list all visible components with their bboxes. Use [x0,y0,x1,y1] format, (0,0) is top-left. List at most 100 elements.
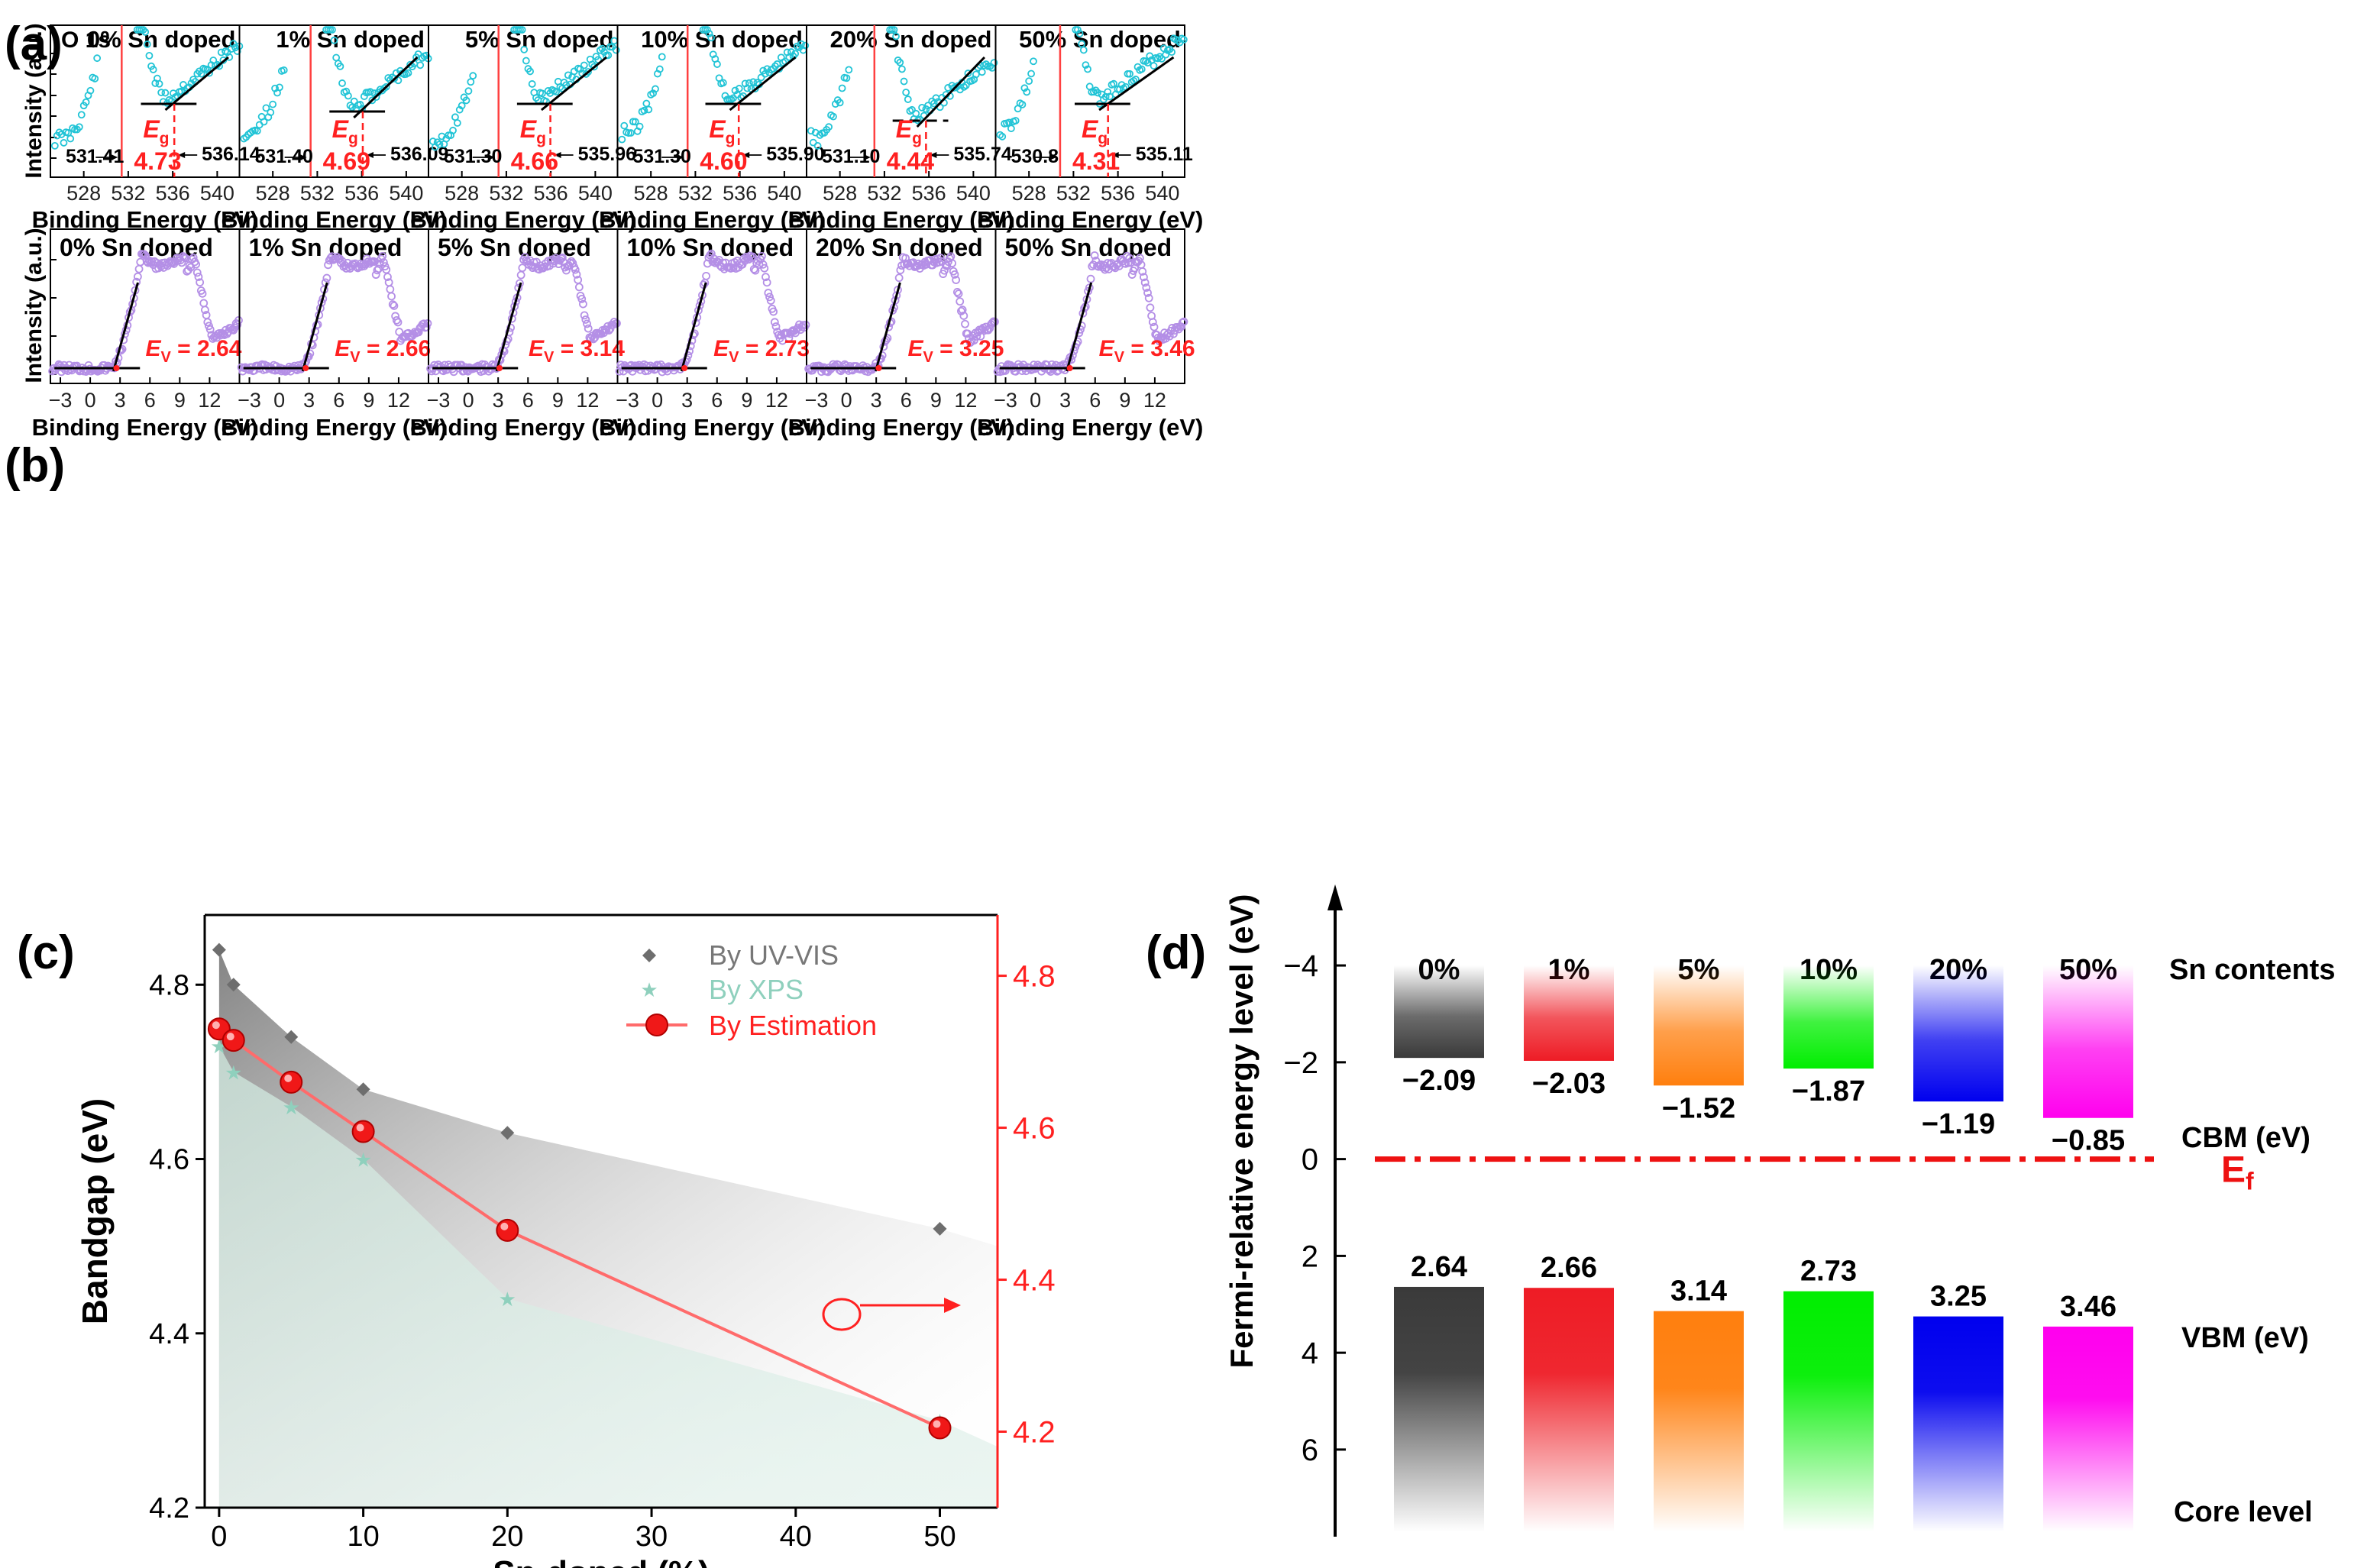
data-point [390,301,399,310]
data-point [393,318,403,327]
left-energy-label: 531.30 [444,146,502,167]
data-point [1007,124,1015,133]
data-point [192,268,202,277]
data-point [950,270,959,279]
data-point [328,26,336,34]
x-tick-label: 9 [552,389,564,412]
data-point [262,104,270,112]
subpanel-title: 0% Sn doped [87,26,236,53]
x-tick-label: 0 [85,389,96,412]
cbm-value: −0.85 [2052,1125,2125,1157]
ev-value: = 3.14 [554,336,625,361]
data-point [581,315,590,324]
eg-value: 4.31 [1072,147,1120,175]
ev-label: EV = 2.73 [713,336,810,366]
data-point [590,63,598,71]
ev-value: = 2.73 [739,336,810,361]
data-point [1027,70,1035,78]
uv-vis-point [356,1082,370,1097]
x-axis-label: Binding Energy (eV) [599,414,825,441]
slope-fit [353,56,419,119]
data-point [825,123,833,131]
xps-point: ★ [354,1149,372,1172]
subpanel-title: 10% Sn doped [641,26,803,53]
data-point [453,119,461,127]
data-point [149,66,157,73]
slope-fit [916,56,986,128]
data-point [606,325,615,333]
estimation-point-highlight [933,1420,941,1428]
data-point [952,276,961,284]
data-point [1162,50,1170,59]
legend-estimation-label: By Estimation [709,1010,877,1041]
data-point [60,139,68,147]
cbm-bar [1524,965,1614,1061]
data-point [952,288,962,296]
data-point [762,273,770,282]
x-tick-label: −3 [616,389,639,412]
vbm-bar [1394,1286,1484,1532]
data-point [613,318,621,328]
x-tick-label: 9 [741,389,752,412]
data-point [577,294,587,303]
data-point [964,70,972,77]
data-point [908,105,916,114]
data-point [1116,86,1124,93]
data-point [203,318,212,327]
data-point [145,51,154,60]
data-point [596,46,604,54]
x-tick-label: 532 [489,182,523,205]
data-point [1137,65,1146,73]
data-point [467,78,475,86]
data-point [91,75,99,82]
x-axis-label: Binding Energy (eV) [32,414,258,441]
data-point [93,54,102,63]
y-tick-label: 0 [1302,1143,1318,1177]
x-tick-label: 12 [198,389,221,412]
right-energy-label: 535.11 [1136,144,1193,165]
x-tick-label: 6 [333,389,344,412]
data-point [894,273,904,283]
subpanel-title: 5% Sn doped [438,234,591,261]
ev-label: EV = 3.46 [1099,336,1195,366]
panel-d-band-diagram: −4 −2 0 2 4 6 Fermi-relative energy level (eV)… [1224,884,2335,1537]
symbol-subscript: g [912,130,922,147]
data-point [652,85,659,93]
data-point [77,111,86,119]
data-point [558,253,567,262]
right-energy-label: 536.14 [202,144,260,165]
data-point [330,36,338,44]
data-point [280,66,288,74]
data-point [758,260,768,269]
xps-shade [218,1046,998,1508]
data-point [1138,267,1147,276]
symbol-main: E [145,336,161,361]
ev-marker [681,365,688,371]
data-point [386,285,395,294]
eg-value: 4.73 [134,147,181,175]
data-point [506,323,515,332]
x-tick-label: 50 [923,1521,956,1553]
x-tick-label: 532 [300,182,335,205]
data-point [416,61,425,70]
data-point [705,30,713,37]
symbol-subscript: V [350,349,361,366]
data-point [963,329,972,338]
x-tick-label: 528 [1012,182,1046,205]
vbm-value: 2.66 [1541,1252,1597,1284]
data-point [642,99,651,108]
estimation-point [280,1070,303,1094]
x-tick-label: 540 [767,182,801,205]
data-point [743,254,752,263]
data-point [233,320,242,329]
x-tick-label: 6 [522,389,534,412]
data-point [801,320,810,329]
data-point [1094,89,1102,97]
data-point [896,266,905,275]
estimation-point [496,1218,519,1242]
data-point [658,53,666,61]
data-point [1142,283,1151,293]
